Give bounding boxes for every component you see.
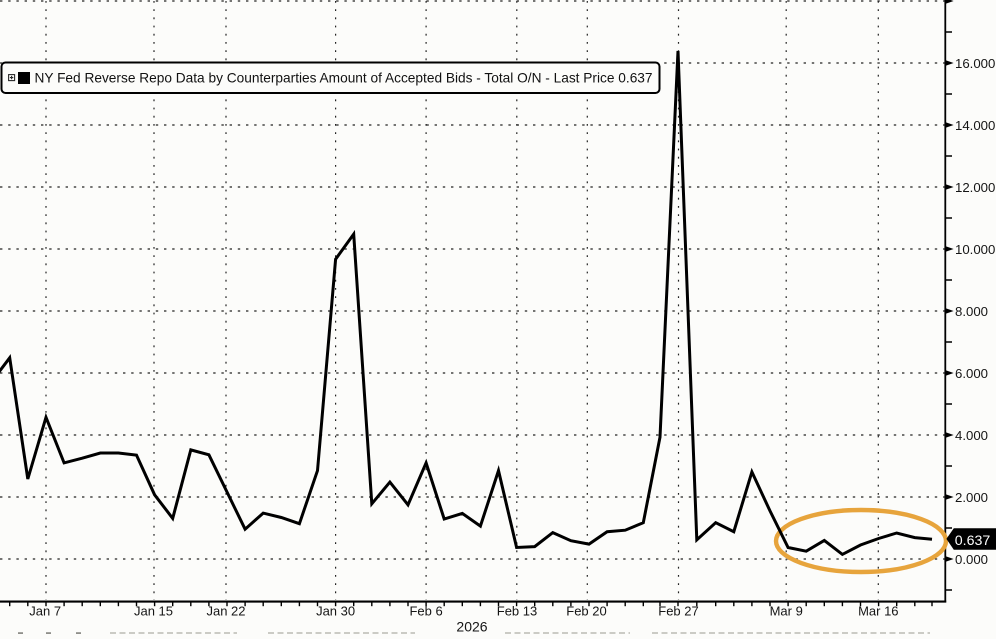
svg-text:0.000: 0.000 xyxy=(955,552,988,567)
svg-text:14.000: 14.000 xyxy=(955,118,995,133)
svg-text:Feb 20: Feb 20 xyxy=(566,603,606,618)
svg-text:8.000: 8.000 xyxy=(955,304,988,319)
svg-text:Feb 6: Feb 6 xyxy=(409,603,442,618)
svg-text:Jan 15: Jan 15 xyxy=(134,603,173,618)
svg-text:2.000: 2.000 xyxy=(955,490,988,505)
svg-text:12.000: 12.000 xyxy=(955,180,995,195)
svg-text:16.000: 16.000 xyxy=(955,56,995,71)
svg-text:0.637: 0.637 xyxy=(955,533,991,549)
svg-text:2026: 2026 xyxy=(456,619,487,634)
svg-text:Jan 7: Jan 7 xyxy=(29,603,61,618)
svg-text:6.000: 6.000 xyxy=(955,366,988,381)
svg-text:4.000: 4.000 xyxy=(955,428,988,443)
svg-text:Mar 9: Mar 9 xyxy=(770,603,803,618)
svg-text:Jan 22: Jan 22 xyxy=(206,603,245,618)
svg-text:Feb 27: Feb 27 xyxy=(658,603,698,618)
svg-text:10.000: 10.000 xyxy=(955,242,995,257)
svg-text:Mar 16: Mar 16 xyxy=(858,603,898,618)
svg-text:NY Fed Reverse Repo Data by Co: NY Fed Reverse Repo Data by Counterparti… xyxy=(35,71,653,86)
svg-text:Feb 13: Feb 13 xyxy=(497,603,537,618)
svg-text:Jan 30: Jan 30 xyxy=(316,603,355,618)
